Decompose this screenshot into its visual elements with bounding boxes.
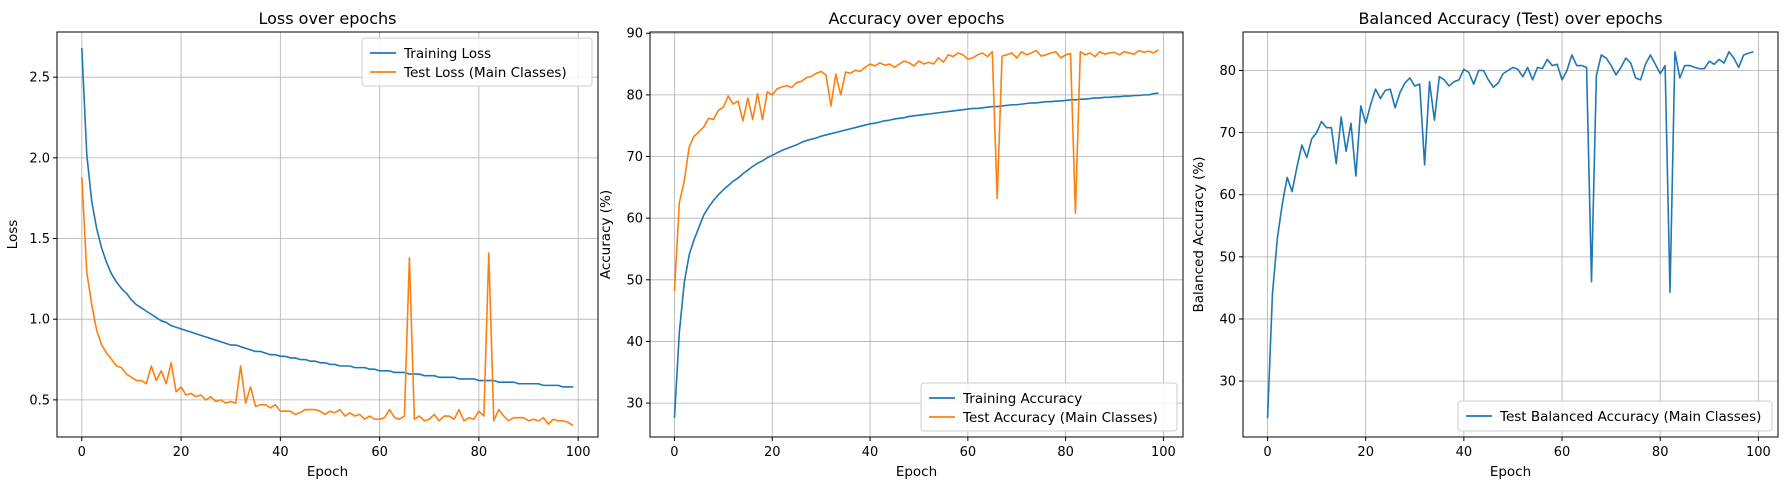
x-tick-label: 40 — [272, 445, 289, 460]
x-tick-label: 100 — [1151, 445, 1176, 460]
x-tick-label: 100 — [1746, 445, 1771, 460]
legend: Test Balanced Accuracy (Main Classes) — [1457, 400, 1773, 432]
x-tick-label: 60 — [1554, 445, 1571, 460]
x-tick-label: 80 — [1057, 445, 1074, 460]
y-axis-label: Loss — [5, 220, 21, 250]
y-tick-label: 60 — [1219, 188, 1236, 203]
chart-title: Balanced Accuracy (Test) over epochs — [1358, 9, 1662, 28]
series-line-1 — [673, 92, 1159, 418]
x-tick-label: 100 — [566, 445, 591, 460]
y-tick-label: 2.0 — [29, 151, 50, 166]
legend: Training Loss Test Loss (Main Classes) — [361, 37, 593, 87]
y-tick-label: 1.5 — [29, 232, 50, 247]
x-tick-label: 60 — [371, 445, 388, 460]
legend-label: Training Loss — [403, 46, 491, 62]
x-axis-label: Epoch — [896, 464, 937, 480]
chart-title: Accuracy over epochs — [829, 9, 1005, 28]
legend-label: Test Accuracy (Main Classes) — [962, 410, 1158, 426]
y-axis-label: Balanced Accuracy (%) — [1191, 157, 1207, 313]
chart-panel-3: 0 20 40 60 80 100 30 40 50 60 70 80 Balanced Accurac… — [1191, 9, 1779, 480]
x-tick-label: 60 — [960, 445, 977, 460]
y-tick-label: 30 — [626, 397, 643, 412]
y-tick-label: 0.5 — [29, 393, 50, 408]
x-tick-label: 40 — [1456, 445, 1473, 460]
legend-label: Test Loss (Main Classes) — [403, 65, 567, 81]
x-tick-label: 20 — [764, 445, 781, 460]
x-tick-label: 0 — [78, 445, 86, 460]
axes-frame — [1242, 31, 1779, 438]
x-tick-label: 0 — [1263, 445, 1271, 460]
y-tick-label: 90 — [626, 27, 643, 42]
axes-frame — [649, 31, 1184, 438]
y-tick-label: 1.0 — [29, 313, 50, 328]
legend-box — [1457, 400, 1773, 432]
y-tick-label: 2.5 — [29, 71, 50, 86]
y-tick-label: 80 — [1219, 64, 1236, 79]
series-line-2 — [673, 49, 1159, 291]
legend-box — [361, 37, 593, 87]
series-line-1 — [81, 48, 574, 388]
x-axis-label: Epoch — [307, 464, 348, 480]
legend-box — [920, 382, 1178, 432]
legend-label: Training Accuracy — [962, 391, 1082, 407]
x-tick-label: 20 — [173, 445, 190, 460]
y-tick-label: 70 — [1219, 126, 1236, 141]
y-tick-label: 60 — [626, 212, 643, 227]
x-tick-label: 80 — [1652, 445, 1669, 460]
chart-panel-1: 0 20 40 60 80 100 0.5 1.0 1.5 2.0 2.5 Loss over epo… — [5, 9, 599, 480]
series-line-1 — [1266, 51, 1754, 419]
legend-label: Test Balanced Accuracy (Main Classes) — [1499, 409, 1761, 425]
y-tick-label: 40 — [626, 335, 643, 350]
y-tick-label: 50 — [626, 273, 643, 288]
x-tick-label: 40 — [862, 445, 879, 460]
x-tick-label: 80 — [471, 445, 488, 460]
y-tick-label: 80 — [626, 88, 643, 103]
y-tick-label: 50 — [1219, 250, 1236, 265]
series-line-2 — [81, 177, 574, 427]
x-axis-label: Epoch — [1490, 464, 1531, 480]
chart-panel-2: 0 20 40 60 80 100 30 40 50 60 70 80 90 Accuracy over … — [598, 9, 1184, 480]
x-tick-label: 0 — [670, 445, 678, 460]
y-tick-label: 30 — [1219, 375, 1236, 390]
y-tick-label: 40 — [1219, 312, 1236, 327]
chart-title: Loss over epochs — [258, 9, 396, 28]
axes-frame — [56, 31, 599, 438]
y-axis-label: Accuracy (%) — [598, 190, 614, 279]
y-tick-label: 70 — [626, 150, 643, 165]
legend: Training Accuracy Test Accuracy (Main Cla… — [920, 382, 1178, 432]
x-tick-label: 20 — [1357, 445, 1374, 460]
